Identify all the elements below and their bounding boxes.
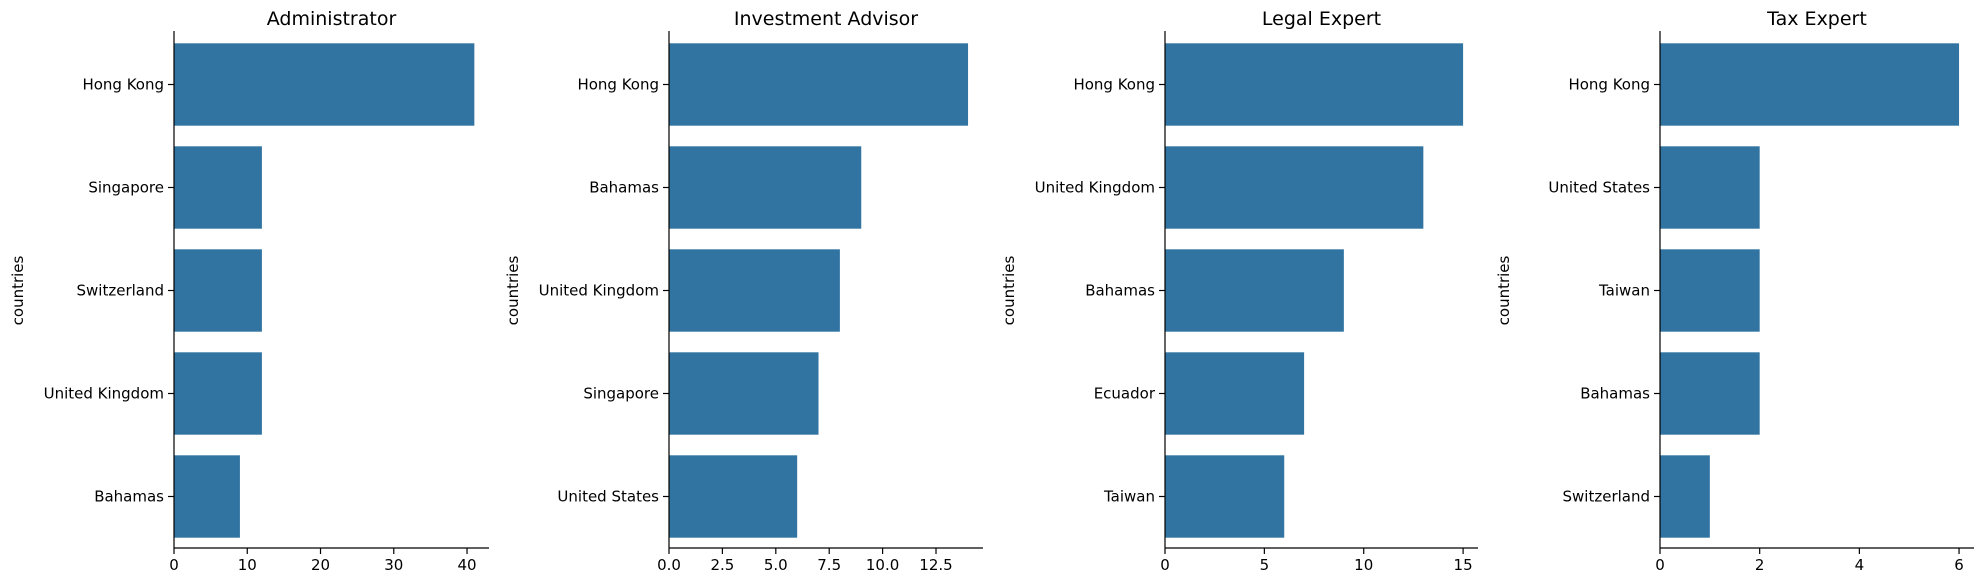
y-tick-label: Taiwan [1598,282,1650,300]
bar [669,146,862,229]
panel-1: Administrator Hong Kong Singapore Switzerla… [9,8,489,574]
y-tick-label: Taiwan [1103,488,1155,506]
y-tick-label: United Kingdom [539,282,659,300]
x-tick-label: 10 [1354,556,1373,574]
y-tick-label: Bahamas [1085,282,1155,300]
y-tick-label: Singapore [88,179,164,197]
panel-title: Legal Expert [1262,8,1381,30]
y-tick-label: Bahamas [589,179,659,197]
y-tick-label: Switzerland [77,282,165,300]
bar [174,455,240,538]
y-axis-label: countries [1495,255,1513,325]
x-tick-label: 12.5 [919,556,952,574]
x-tick-label: 0 [1655,556,1665,574]
y-axis-label: countries [1000,255,1018,325]
y-tick-label: Bahamas [94,488,164,506]
y-tick-label: Hong Kong [577,76,659,94]
y-tick-label: Bahamas [1580,385,1650,403]
x-tick-label: 40 [457,556,476,574]
y-tick-label: United Kingdom [1035,179,1155,197]
x-tick-label: 5.0 [764,556,788,574]
bar [1165,249,1344,332]
y-tick-label: Ecuador [1094,385,1156,403]
x-tick-label: 6 [1954,556,1964,574]
bar [174,43,475,126]
x-tick-label: 7.5 [817,556,841,574]
bar [1165,352,1305,435]
bar [1660,455,1710,538]
x-tick-label: 0 [169,556,179,574]
panel-3: Legal Expert Hong Kong United Kingdom Baham… [1000,8,1478,574]
bar [669,43,969,126]
bar [174,352,262,435]
x-tick-label: 0.0 [657,556,681,574]
x-tick-label: 4 [1855,556,1865,574]
y-axis-label: countries [9,255,27,325]
x-tick-label: 10.0 [866,556,899,574]
bar [1165,455,1285,538]
x-tick-label: 15 [1454,556,1473,574]
bar [1660,249,1760,332]
x-tick-label: 2 [1755,556,1765,574]
panel-4: Tax Expert Hong Kong United States Taiwan Ba… [1495,8,1974,574]
y-tick-label: Hong Kong [1073,76,1155,94]
x-tick-label: 30 [384,556,403,574]
panel-title: Tax Expert [1766,8,1867,30]
y-tick-label: United States [557,488,659,506]
panel-title: Administrator [267,8,397,30]
bar [669,455,798,538]
panel-2: Investment Advisor Hong Kong Bahamas United… [504,8,983,574]
bar [669,352,819,435]
panel-title: Investment Advisor [734,8,918,30]
y-tick-label: Switzerland [1563,488,1651,506]
bar [174,249,262,332]
bar [1660,352,1760,435]
x-tick-label: 2.5 [710,556,734,574]
bar [1165,146,1424,229]
y-tick-label: Hong Kong [82,76,164,94]
bar [1165,43,1464,126]
bar [1660,146,1760,229]
x-tick-label: 5 [1260,556,1270,574]
x-tick-label: 20 [311,556,330,574]
y-tick-label: United States [1548,179,1650,197]
y-tick-label: Singapore [583,385,659,403]
y-tick-label: United Kingdom [44,385,164,403]
bar [669,249,840,332]
y-axis-label: countries [504,255,522,325]
bar [1660,43,1960,126]
x-tick-label: 10 [238,556,257,574]
bar [174,146,262,229]
x-tick-label: 0 [1160,556,1170,574]
y-tick-label: Hong Kong [1568,76,1650,94]
